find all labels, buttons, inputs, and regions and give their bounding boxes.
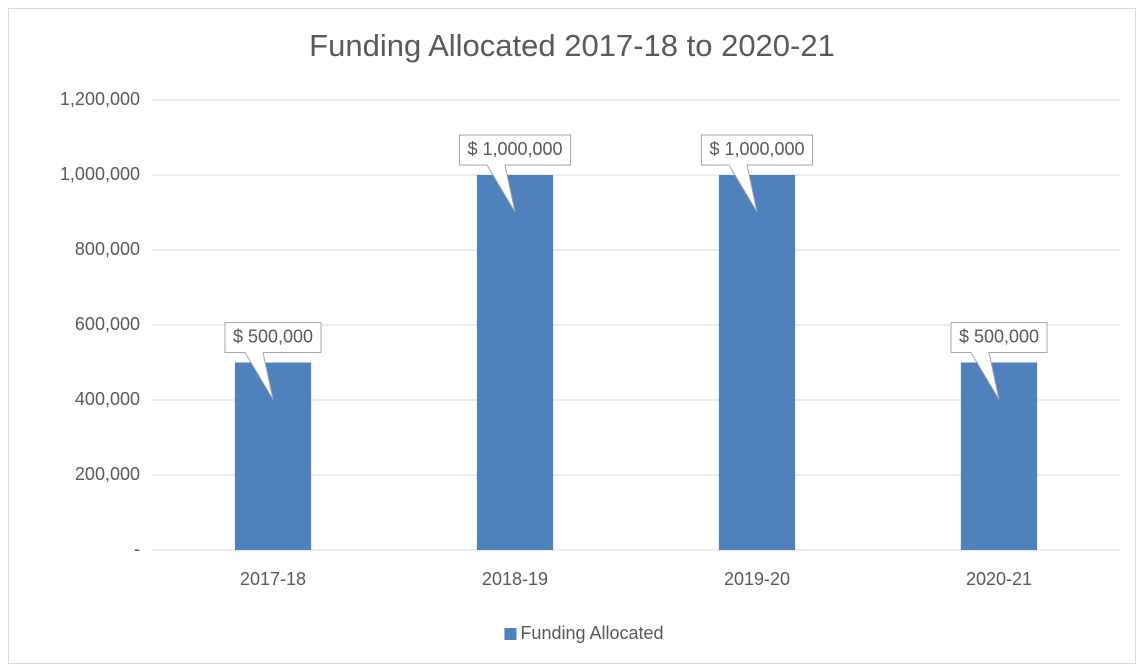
data-label: $ 500,000 xyxy=(233,326,313,346)
x-tick-label: 2019-20 xyxy=(724,569,790,589)
data-label: $ 1,000,000 xyxy=(467,139,562,159)
data-label: $ 500,000 xyxy=(959,326,1039,346)
data-callout xyxy=(700,134,814,213)
y-tick-label: 600,000 xyxy=(75,314,140,334)
bar xyxy=(718,175,796,550)
y-tick-label: - xyxy=(134,539,140,559)
y-tick-label: 400,000 xyxy=(75,389,140,409)
bar xyxy=(960,362,1038,550)
data-callout xyxy=(458,134,572,213)
data-callout xyxy=(224,322,322,400)
data-label: $ 1,000,000 xyxy=(709,139,804,159)
chart-border xyxy=(8,8,1136,664)
chart-title: Funding Allocated 2017-18 to 2020-21 xyxy=(309,28,835,63)
bar xyxy=(476,175,554,550)
callout-box xyxy=(950,322,1048,400)
legend-swatch xyxy=(504,628,517,640)
bar xyxy=(234,362,312,550)
legend-label: Funding Allocated xyxy=(520,623,663,643)
callout-box xyxy=(458,134,572,213)
callout-box xyxy=(700,134,814,213)
x-tick-label: 2020-21 xyxy=(966,569,1032,589)
callout-box xyxy=(224,322,322,400)
x-tick-label: 2017-18 xyxy=(240,569,306,589)
y-tick-label: 800,000 xyxy=(75,239,140,259)
y-tick-label: 1,000,000 xyxy=(60,164,140,184)
y-tick-label: 200,000 xyxy=(75,464,140,484)
data-callout xyxy=(950,322,1048,400)
x-tick-label: 2018-19 xyxy=(482,569,548,589)
y-tick-label: 1,200,000 xyxy=(60,89,140,109)
